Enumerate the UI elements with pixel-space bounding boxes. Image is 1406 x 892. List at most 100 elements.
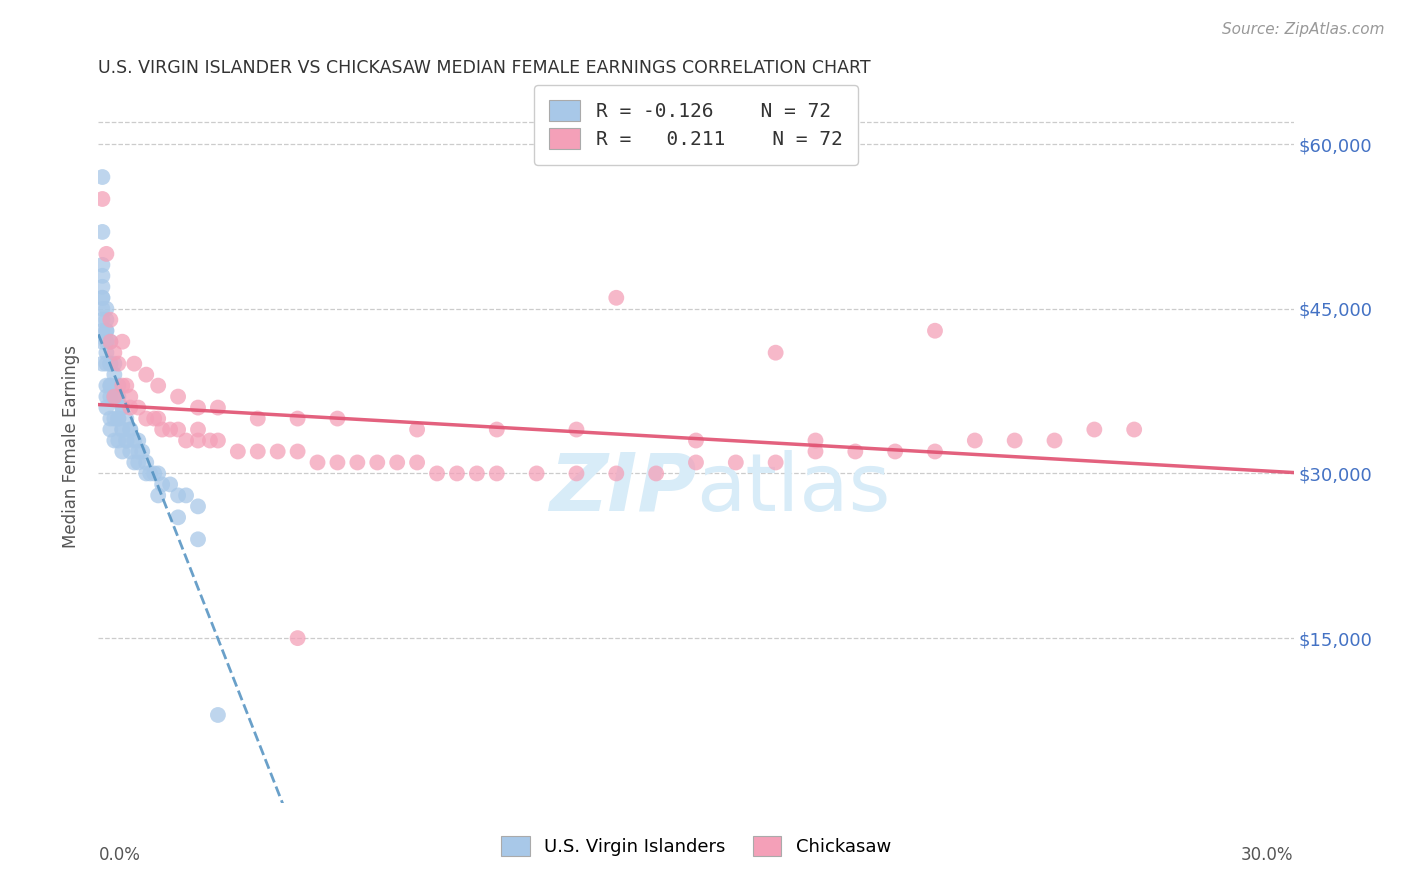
Point <box>98 357 122 371</box>
Point <box>150 477 173 491</box>
Point <box>96 401 118 415</box>
Point <box>804 444 827 458</box>
Point <box>1123 423 1146 437</box>
Point <box>115 434 138 448</box>
Point <box>107 390 129 404</box>
Point <box>96 390 118 404</box>
Point <box>115 378 138 392</box>
Point <box>963 434 986 448</box>
Point <box>246 411 269 425</box>
Point <box>98 357 122 371</box>
Point <box>135 411 157 425</box>
Point <box>426 467 449 481</box>
Point <box>685 434 707 448</box>
Point <box>98 378 122 392</box>
Point <box>1043 434 1066 448</box>
Point <box>111 423 134 437</box>
Point <box>96 324 118 338</box>
Text: atlas: atlas <box>696 450 890 528</box>
Point <box>246 444 269 458</box>
Point <box>148 378 170 392</box>
Point <box>98 334 122 349</box>
Text: 30.0%: 30.0% <box>1241 846 1294 863</box>
Point <box>98 423 122 437</box>
Point <box>485 467 508 481</box>
Point <box>565 467 588 481</box>
Text: ZIP: ZIP <box>548 450 696 528</box>
Point <box>605 291 627 305</box>
Point <box>135 368 157 382</box>
Point <box>366 455 388 469</box>
Point <box>111 334 134 349</box>
Point <box>804 434 827 448</box>
Point <box>148 467 170 481</box>
Point <box>115 411 138 425</box>
Point <box>174 434 197 448</box>
Point <box>96 357 118 371</box>
Point <box>103 368 125 382</box>
Point <box>143 467 166 481</box>
Point <box>103 390 125 404</box>
Point <box>91 268 114 283</box>
Point <box>135 455 157 469</box>
Point <box>103 390 125 404</box>
Point <box>91 334 114 349</box>
Point <box>98 334 122 349</box>
Point <box>139 467 162 481</box>
Point <box>267 444 290 458</box>
Point <box>98 312 122 326</box>
Point <box>127 444 149 458</box>
Point <box>127 401 149 415</box>
Point <box>645 467 668 481</box>
Point <box>96 334 118 349</box>
Point <box>605 467 627 481</box>
Point <box>103 411 125 425</box>
Point <box>91 225 114 239</box>
Point <box>107 378 129 392</box>
Point <box>96 324 118 338</box>
Point <box>307 455 329 469</box>
Point <box>103 345 125 359</box>
Point <box>127 434 149 448</box>
Point <box>91 280 114 294</box>
Point <box>167 390 190 404</box>
Point <box>167 423 190 437</box>
Point <box>174 488 197 502</box>
Point <box>187 533 209 547</box>
Point <box>724 455 747 469</box>
Point <box>187 434 209 448</box>
Point <box>924 324 946 338</box>
Point <box>287 631 309 645</box>
Point <box>91 258 114 272</box>
Point <box>326 455 349 469</box>
Point <box>148 488 170 502</box>
Point <box>107 411 129 425</box>
Point <box>111 401 134 415</box>
Point <box>111 378 134 392</box>
Point <box>91 357 114 371</box>
Point <box>150 423 173 437</box>
Point <box>207 708 229 723</box>
Point <box>385 455 409 469</box>
Point <box>91 169 114 184</box>
Point <box>124 357 146 371</box>
Point <box>111 401 134 415</box>
Point <box>526 467 548 481</box>
Point <box>107 357 129 371</box>
Point <box>91 192 114 206</box>
Point <box>96 301 118 316</box>
Point <box>765 345 787 359</box>
Point <box>226 444 249 458</box>
Point <box>127 455 149 469</box>
Point <box>406 423 429 437</box>
Point <box>98 378 122 392</box>
Point <box>159 423 181 437</box>
Point <box>98 411 122 425</box>
Point <box>685 455 707 469</box>
Point <box>287 411 309 425</box>
Point <box>96 247 118 261</box>
Point <box>103 357 125 371</box>
Point <box>187 423 209 437</box>
Point <box>111 423 134 437</box>
Point <box>159 477 181 491</box>
